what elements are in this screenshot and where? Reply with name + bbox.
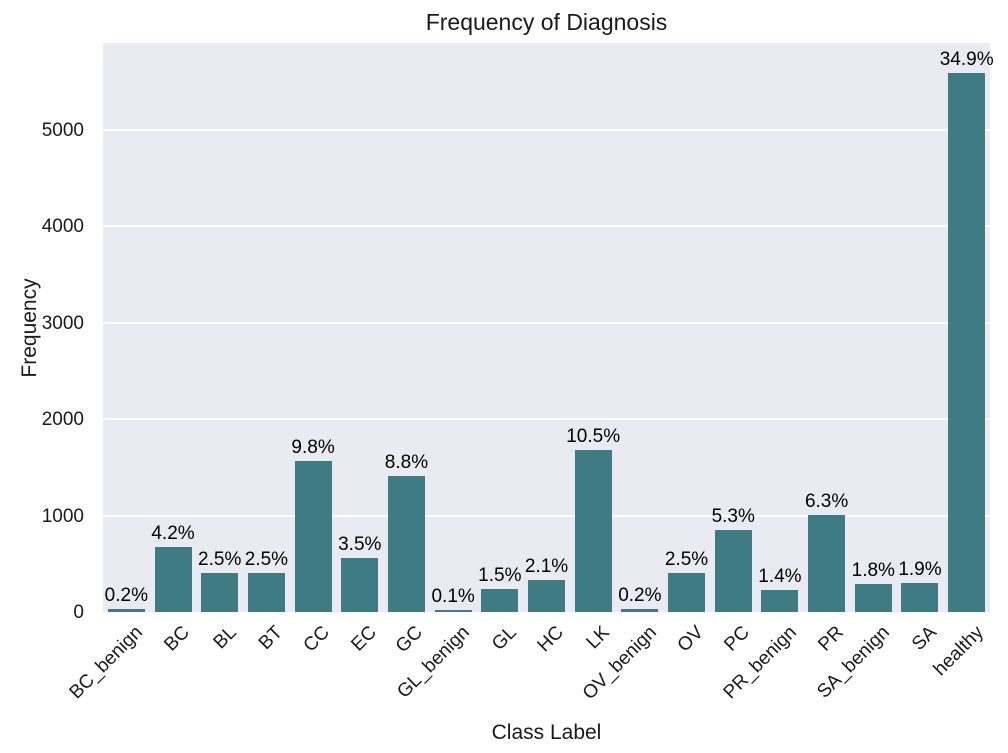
chart-title: Frequency of Diagnosis: [425, 9, 668, 35]
bar-value-label: 0.2%: [618, 584, 662, 606]
bar: [714, 530, 752, 612]
bar: [948, 73, 986, 612]
bar-value-label: 1.9%: [898, 558, 942, 580]
bar: [574, 449, 612, 612]
bar: [808, 514, 846, 612]
bar-value-label: 6.3%: [804, 490, 849, 512]
x-axis-label: Class Label: [491, 721, 602, 744]
bar-value-label: 8.8%: [384, 452, 429, 474]
bar-value-label: 9.8%: [291, 436, 335, 458]
bar-value-label: 5.3%: [711, 506, 755, 528]
bar: [247, 573, 285, 612]
bar: [901, 582, 939, 612]
gridline: [103, 128, 990, 131]
gridline: [103, 418, 990, 421]
bar: [621, 608, 659, 612]
bar-value-label: 34.9%: [939, 49, 994, 71]
bar-value-label: 2.5%: [244, 549, 289, 571]
bar: [154, 547, 192, 612]
bar-value-label: 0.1%: [431, 586, 475, 608]
bar-value-label: 10.5%: [566, 425, 621, 447]
bar: [668, 573, 706, 612]
plot-area: 0.2% 4.2% 2.5% 2.5% 9.8% 3.5% 8.8% 0.1% 1.5% 2.1%…: [103, 43, 994, 612]
bar: [481, 588, 519, 612]
bar-value-label: 3.5%: [338, 533, 382, 555]
y-tick-label: 1000: [41, 505, 84, 527]
gridline: [103, 514, 990, 517]
bar-value-label: 2.5%: [664, 549, 709, 571]
bar-value-label: 1.8%: [851, 560, 895, 582]
y-tick-label: 3000: [41, 312, 84, 334]
bar: [341, 558, 379, 612]
bar-value-label: 2.1%: [524, 555, 569, 577]
bar: [387, 476, 425, 612]
bar-value-label: 0.2%: [104, 584, 148, 606]
bar: [294, 460, 332, 612]
gridline: [103, 225, 990, 228]
bar: [434, 610, 472, 612]
bar: [854, 584, 892, 612]
y-tick-label: 0: [73, 602, 84, 623]
bar: [107, 608, 145, 612]
bar-value-label: 4.2%: [151, 523, 195, 545]
bar-value-label: 2.5%: [198, 549, 242, 571]
bar: [528, 579, 565, 612]
bar-value-label: 1.5%: [478, 564, 522, 586]
bar: [761, 590, 799, 612]
y-tick-label: 2000: [41, 409, 84, 431]
gridline: [103, 321, 990, 324]
y-tick-label: 4000: [41, 216, 84, 238]
bar: [201, 573, 239, 612]
bar-value-label: 1.4%: [758, 566, 802, 588]
y-tick-label: 5000: [41, 119, 84, 141]
